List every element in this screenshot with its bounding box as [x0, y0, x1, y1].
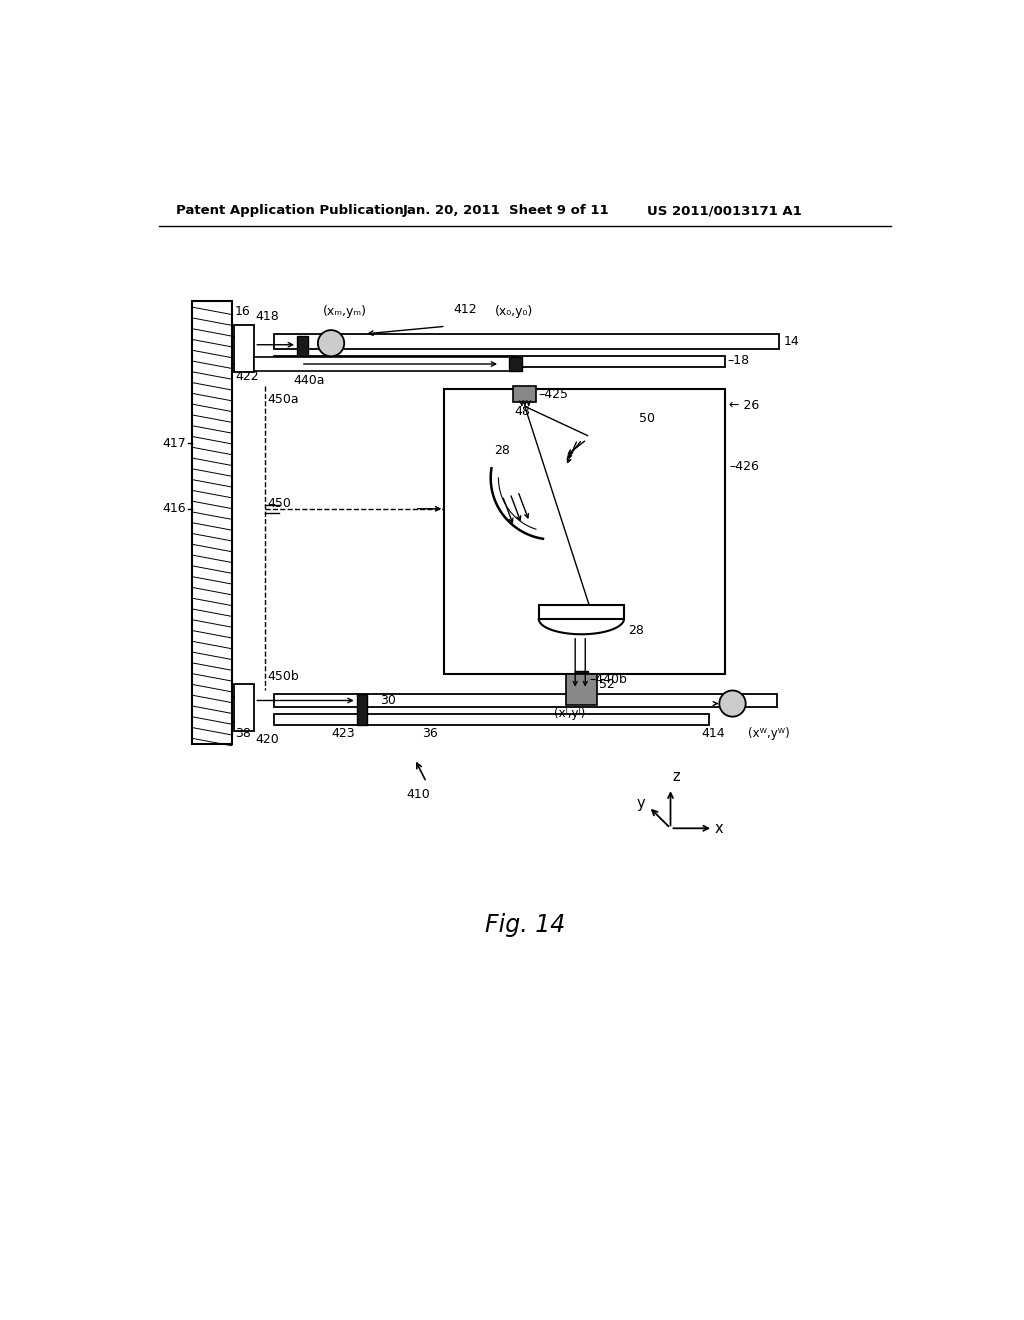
Text: Patent Application Publication: Patent Application Publication: [176, 205, 403, 218]
Text: ← 26: ← 26: [729, 399, 760, 412]
Bar: [539, 605, 624, 619]
Bar: [356, 693, 368, 725]
Text: US 2011/0013171 A1: US 2011/0013171 A1: [647, 205, 802, 218]
Text: 450a: 450a: [267, 393, 299, 407]
Text: (xᴵ,yᴵ): (xᴵ,yᴵ): [554, 708, 586, 721]
Text: 414: 414: [701, 727, 725, 741]
Bar: [234, 325, 254, 372]
Text: (xᵂ,yᵂ): (xᵂ,yᵂ): [748, 727, 790, 741]
Bar: [273, 714, 710, 725]
Text: 50: 50: [640, 412, 655, 425]
Text: 412: 412: [454, 304, 477, 317]
Text: Jan. 20, 2011  Sheet 9 of 11: Jan. 20, 2011 Sheet 9 of 11: [403, 205, 609, 218]
Bar: [273, 355, 725, 367]
Text: 423: 423: [332, 727, 355, 741]
Text: Fig. 14: Fig. 14: [484, 913, 565, 937]
Text: 450: 450: [267, 498, 292, 511]
Bar: [191, 301, 231, 743]
Text: x: x: [715, 821, 723, 836]
Circle shape: [719, 690, 745, 717]
Text: (xₘ,yₘ): (xₘ,yₘ): [324, 305, 368, 318]
Text: 450b: 450b: [267, 671, 299, 684]
Text: 30: 30: [380, 694, 395, 708]
Bar: [509, 358, 521, 371]
Text: 440a: 440a: [293, 374, 325, 387]
Text: 416: 416: [163, 502, 186, 515]
Bar: [297, 335, 308, 359]
Text: –18: –18: [728, 354, 750, 367]
Text: 417: 417: [163, 437, 186, 450]
Text: 28: 28: [495, 445, 510, 458]
Text: y: y: [637, 796, 646, 812]
Text: –426: –426: [729, 459, 759, 473]
Text: 16: 16: [234, 305, 251, 318]
Bar: [273, 693, 777, 708]
Bar: [566, 675, 597, 705]
Bar: [575, 671, 588, 684]
Bar: [234, 684, 254, 731]
Text: 422: 422: [236, 370, 259, 383]
Bar: [513, 385, 537, 403]
Bar: [273, 334, 779, 350]
Text: 420: 420: [256, 733, 280, 746]
Text: (x₀,y₀): (x₀,y₀): [495, 305, 532, 318]
Text: 52: 52: [599, 678, 615, 692]
Text: 410: 410: [407, 788, 430, 801]
Text: –440b: –440b: [589, 673, 627, 686]
Text: 36: 36: [423, 727, 438, 741]
Text: 28: 28: [628, 624, 644, 638]
Bar: [254, 358, 515, 371]
Circle shape: [317, 330, 344, 356]
Text: –425: –425: [538, 388, 568, 400]
Bar: [444, 389, 725, 675]
Text: 38: 38: [234, 727, 251, 739]
Text: 48: 48: [514, 405, 529, 418]
Text: 14: 14: [783, 335, 800, 348]
Text: z: z: [673, 768, 681, 784]
Text: 418: 418: [256, 310, 280, 323]
